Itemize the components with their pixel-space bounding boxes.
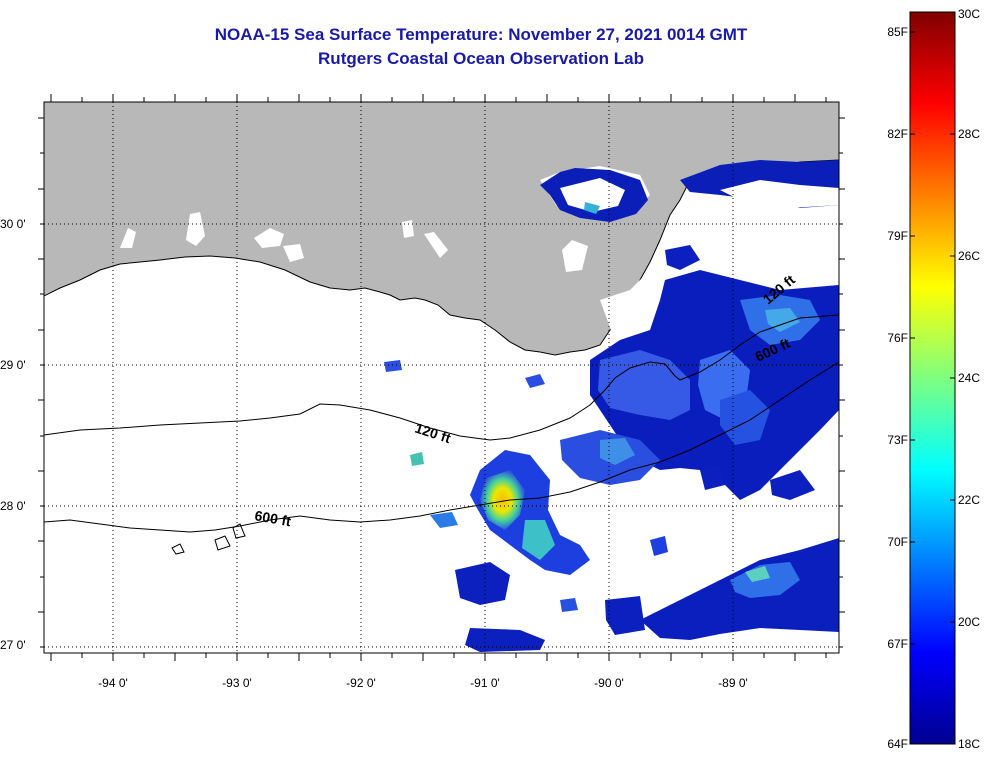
lon-label-93: -93 0' (222, 676, 252, 690)
colorbar-c-30: 30C (958, 7, 981, 21)
lat-label-29: 29 0' (0, 358, 26, 372)
colorbar-c-26: 26C (958, 249, 981, 263)
map-frame (38, 94, 845, 661)
colorbar-c-22: 22C (958, 493, 981, 507)
colorbar-ticks (910, 11, 955, 745)
lon-label-92: -92 0' (346, 676, 376, 690)
lat-label-28: 28 0' (0, 499, 26, 513)
lon-label-90: -90 0' (594, 676, 624, 690)
lat-label-27: 27 0' (0, 638, 26, 652)
land-mass (44, 102, 839, 356)
map-subtitle: Rutgers Coastal Ocean Observation Lab (318, 49, 644, 68)
colorbar-f-67: 67F (887, 637, 908, 651)
colorbar-f-82: 82F (887, 127, 908, 141)
lon-label-89: -89 0' (718, 676, 748, 690)
colorbar-f-79: 79F (887, 229, 908, 243)
contour-label-600ft-west: 600 ft (253, 507, 292, 529)
graticule (44, 102, 839, 653)
lon-label-94: -94 0' (98, 676, 128, 690)
lon-label-91: -91 0' (470, 676, 500, 690)
colorbar-c-20: 20C (958, 615, 981, 629)
colorbar-c-24: 24C (958, 371, 981, 385)
colorbar-c-28: 28C (958, 127, 981, 141)
colorbar (909, 11, 956, 745)
bathymetry-contours (44, 314, 839, 555)
lat-label-30: 30 0' (0, 217, 26, 231)
colorbar-f-85: 85F (887, 25, 908, 39)
colorbar-f-64: 64F (887, 737, 908, 751)
sst-patches (384, 160, 839, 652)
map-title: NOAA-15 Sea Surface Temperature: Novembe… (214, 25, 748, 44)
colorbar-f-73: 73F (887, 433, 908, 447)
colorbar-c-18: 18C (958, 737, 981, 751)
colorbar-f-76: 76F (887, 331, 908, 345)
colorbar-f-70: 70F (887, 535, 908, 549)
